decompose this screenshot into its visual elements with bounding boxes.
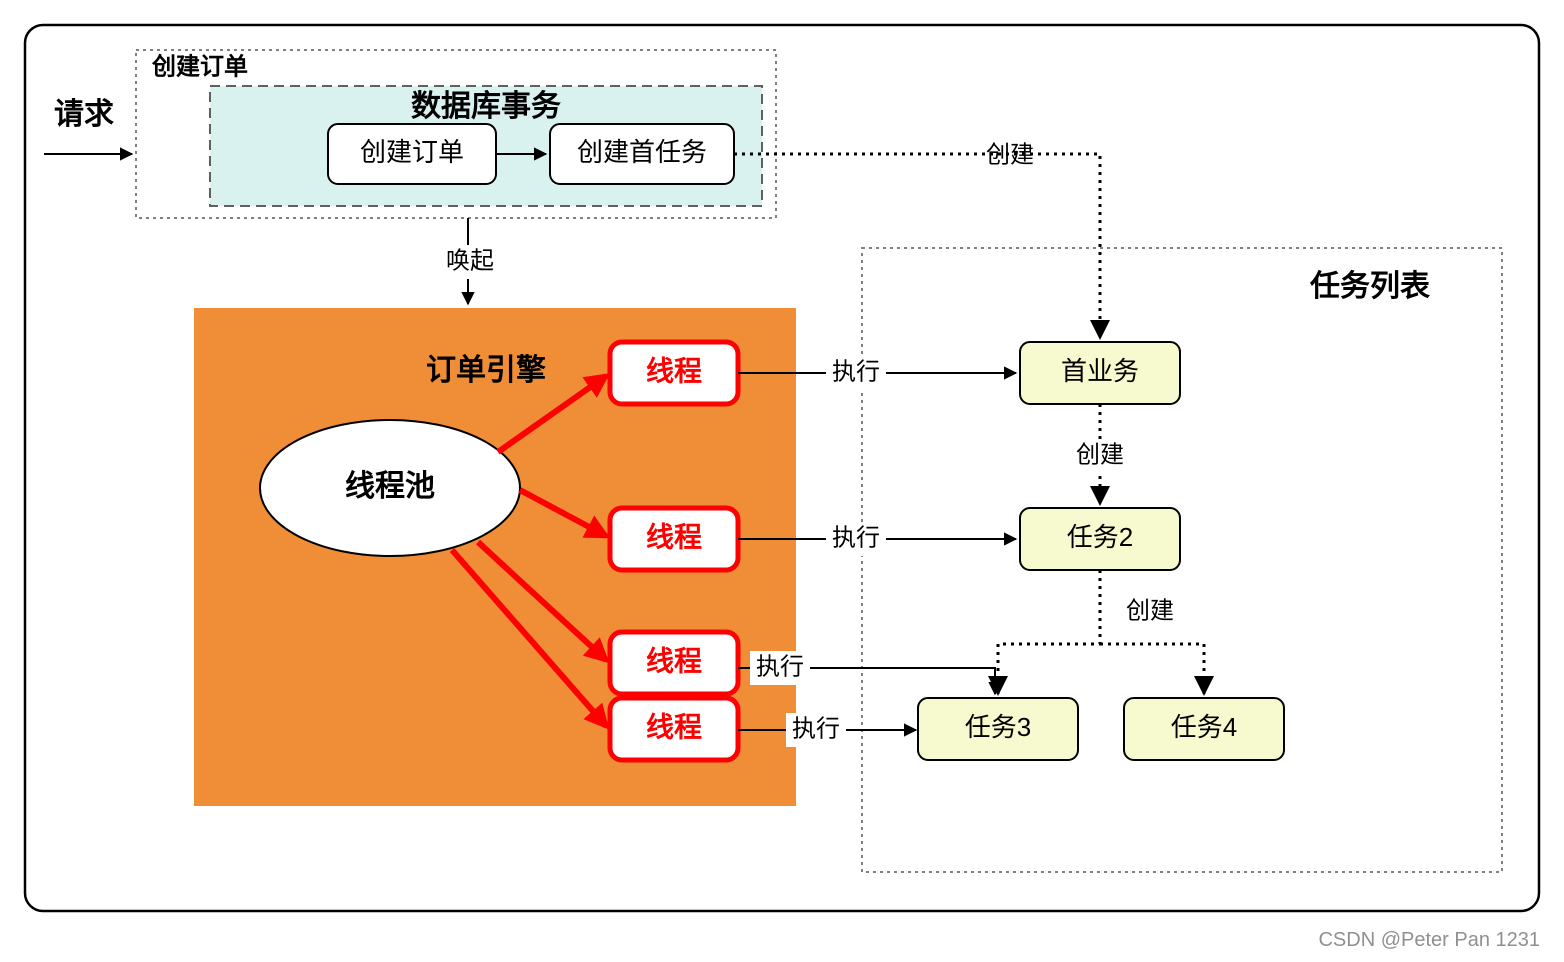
edge-t3-task3-label: 执行 xyxy=(756,653,804,680)
group-task-list-label: 任务列表 xyxy=(1309,270,1430,303)
edge-t4-task4-label: 执行 xyxy=(792,715,840,742)
edge-task2-split-4 xyxy=(1100,644,1204,694)
edge-t1-task1-label: 执行 xyxy=(832,358,880,385)
edge-task2-split-4-label: 创建 xyxy=(1126,597,1174,624)
box-thread1-label: 线程 xyxy=(646,355,702,386)
group-create-order-label: 创建订单 xyxy=(151,53,248,80)
box-task4-label: 任务4 xyxy=(1171,712,1237,742)
edge-request-label: 请求 xyxy=(54,98,114,131)
edge-wake-label: 唤起 xyxy=(446,247,494,274)
edge-cft-to-tasklist-label: 创建 xyxy=(986,141,1034,168)
box-task_first-label: 首业务 xyxy=(1061,356,1139,386)
engine-label: 订单引擎 xyxy=(426,354,546,387)
box-thread2-label: 线程 xyxy=(646,521,702,552)
box-thread3-label: 线程 xyxy=(646,645,702,676)
group-db-transaction-label: 数据库事务 xyxy=(411,90,561,123)
box-task3-label: 任务3 xyxy=(965,712,1031,742)
box-thread4-label: 线程 xyxy=(646,711,702,742)
edge-t2-task2-label: 执行 xyxy=(832,524,880,551)
watermark: CSDN @Peter Pan 1231 xyxy=(1318,929,1540,951)
thread-pool-label: 线程池 xyxy=(345,470,435,503)
group-task-list xyxy=(862,248,1502,872)
box-create_order_inner-label: 创建订单 xyxy=(360,137,464,167)
box-create_first_task-label: 创建首任务 xyxy=(577,137,707,167)
edge-task2-split-3 xyxy=(998,570,1100,694)
box-task2-label: 任务2 xyxy=(1067,522,1133,552)
edge-task1-task2-label: 创建 xyxy=(1076,441,1124,468)
